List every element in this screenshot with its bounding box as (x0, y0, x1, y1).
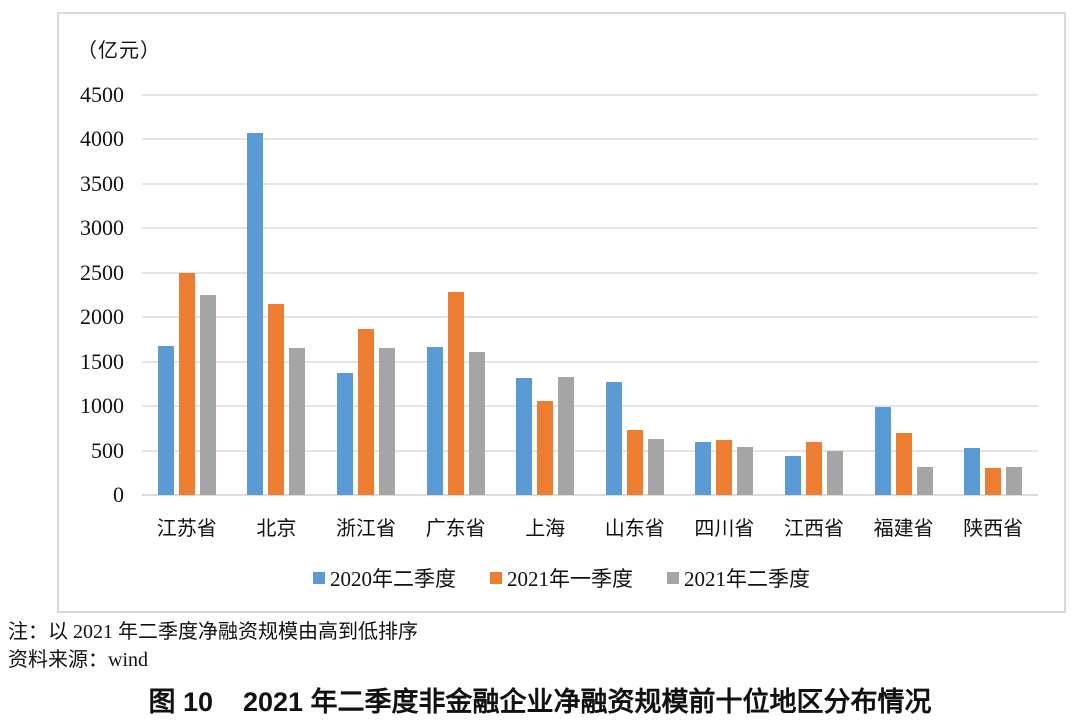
bar-group-江苏省: 江苏省 (142, 95, 232, 540)
x-axis-label-浙江省: 浙江省 (335, 518, 396, 540)
legend-label: 2021年一季度 (507, 567, 633, 591)
gridline-y-1500 (142, 360, 1038, 363)
legend-swatch-icon (667, 572, 679, 584)
y-axis-tick-label: 1000 (80, 393, 124, 419)
x-axis-label-四川省: 四川省 (694, 518, 755, 540)
bar-江西省-2021年二季度 (826, 451, 843, 495)
bar-北京-2021年二季度 (289, 348, 306, 495)
legend-swatch-icon (313, 572, 325, 584)
bar-group-山东省: 山东省 (590, 95, 680, 540)
legend-swatch-icon (490, 572, 502, 584)
figure-title: 2021 年二季度非金融企业净融资规模前十位地区分布情况 (242, 687, 932, 717)
bar-四川省-2021年二季度 (737, 447, 754, 495)
bar-浙江省-2021年二季度 (378, 348, 395, 495)
bar-四川省-2020年二季度 (695, 441, 712, 495)
y-axis-tick-label: 0 (113, 482, 124, 507)
chart-notes: 注：以 2021 年二季度净融资规模由高到低排序 资料来源：wind (8, 618, 418, 674)
bar-山东省-2021年二季度 (647, 439, 664, 495)
bar-山东省-2021年一季度 (626, 430, 643, 495)
note-data-source: 资料来源：wind (8, 649, 148, 671)
x-axis-label-江苏省: 江苏省 (156, 518, 217, 540)
plot-area: 0 500 1000 1500 2000 2500 3000 3500 4000 4500 江苏省 北… (80, 84, 1038, 540)
bar-group-四川省: 四川省 (680, 95, 770, 540)
bar-浙江省-2020年二季度 (336, 373, 353, 495)
chart-legend: 2020年二季度 2021年一季度 2021年二季度 (59, 563, 1064, 593)
bar-福建省-2021年一季度 (895, 432, 912, 495)
bar-浙江省-2021年一季度 (357, 328, 374, 495)
gridline-y-2500 (142, 271, 1038, 274)
x-axis-label-福建省: 福建省 (873, 518, 934, 540)
y-axis-tick-label: 2000 (80, 304, 124, 330)
y-axis-tick-label: 500 (91, 437, 124, 463)
bar-福建省-2020年二季度 (874, 407, 891, 495)
bar-江苏省-2021年二季度 (199, 295, 216, 495)
legend-label: 2020年二季度 (330, 567, 456, 591)
gridline-y-500 (142, 449, 1038, 452)
gridline-y-1000 (142, 405, 1038, 408)
bar-北京-2020年二季度 (247, 133, 264, 495)
y-axis-tick-label: 4000 (80, 126, 124, 152)
bar-福建省-2021年二季度 (916, 466, 933, 495)
bar-陕西省-2020年二季度 (964, 447, 981, 495)
gridline-y-3000 (142, 227, 1038, 230)
x-axis-label-广东省: 广东省 (425, 518, 486, 540)
bar-广东省-2020年二季度 (426, 347, 443, 495)
gridline-y-2000 (142, 316, 1038, 319)
bar-北京-2021年一季度 (268, 303, 285, 495)
legend-item-2021年一季度: 2021年一季度 (490, 563, 633, 593)
bar-江苏省-2021年一季度 (178, 272, 195, 495)
x-axis-label-上海: 上海 (525, 518, 566, 540)
bar-group-浙江省: 浙江省 (321, 95, 411, 540)
y-axis-tick-label: 1500 (80, 348, 124, 374)
bar-四川省-2021年一季度 (716, 439, 733, 495)
gridline-y-4500 (142, 94, 1038, 96)
bar-山东省-2020年二季度 (605, 382, 622, 495)
bar-上海-2021年二季度 (558, 376, 575, 495)
y-axis-tick-label: 2500 (80, 259, 124, 285)
figure-caption: 图 10 2021 年二季度非金融企业净融资规模前十位地区分布情况 (0, 680, 1080, 719)
bar-陕西省-2021年一季度 (985, 468, 1002, 495)
y-axis-tick-label: 3000 (80, 215, 124, 241)
x-axis-label-北京: 北京 (256, 518, 297, 540)
gridline-y-3500 (142, 182, 1038, 185)
bar-江苏省-2020年二季度 (157, 345, 174, 495)
bar-group-广东省: 广东省 (411, 95, 501, 540)
y-axis-tick-label: 4500 (80, 82, 124, 107)
legend-item-2021年二季度: 2021年二季度 (667, 563, 810, 593)
bar-广东省-2021年一季度 (447, 292, 464, 495)
bar-上海-2020年二季度 (516, 377, 533, 495)
legend-item-2020年二季度: 2020年二季度 (313, 563, 456, 593)
x-axis-label-山东省: 山东省 (604, 518, 665, 540)
bar-group-陕西省: 陕西省 (948, 95, 1038, 540)
bar-group-江西省: 江西省 (769, 95, 859, 540)
bar-陕西省-2021年二季度 (1006, 467, 1023, 495)
legend-label: 2021年二季度 (684, 567, 810, 591)
bar-group-福建省: 福建省 (859, 95, 949, 540)
bar-group-北京: 北京 (232, 95, 322, 540)
note-sort-order: 注：以 2021 年二季度净融资规模由高到低排序 (8, 621, 418, 643)
bar-group-上海: 上海 (500, 95, 590, 540)
x-axis-label-陕西省: 陕西省 (963, 518, 1024, 540)
bar-广东省-2021年二季度 (468, 351, 485, 495)
bar-江西省-2020年二季度 (784, 455, 801, 495)
x-axis-label-江西省: 江西省 (783, 518, 844, 540)
gridline-y-4000 (142, 138, 1038, 141)
chart-frame: （亿元） 0 500 1000 1500 2000 2500 3000 3500 4000 450… (57, 12, 1066, 613)
figure-number: 图 10 (148, 687, 213, 717)
gridline-y-0 (142, 494, 1038, 496)
bar-江西省-2021年一季度 (805, 441, 822, 495)
y-axis-tick-label: 3500 (80, 170, 124, 196)
y-axis-unit-label: （亿元） (77, 40, 161, 62)
bar-上海-2021年一季度 (537, 400, 554, 495)
